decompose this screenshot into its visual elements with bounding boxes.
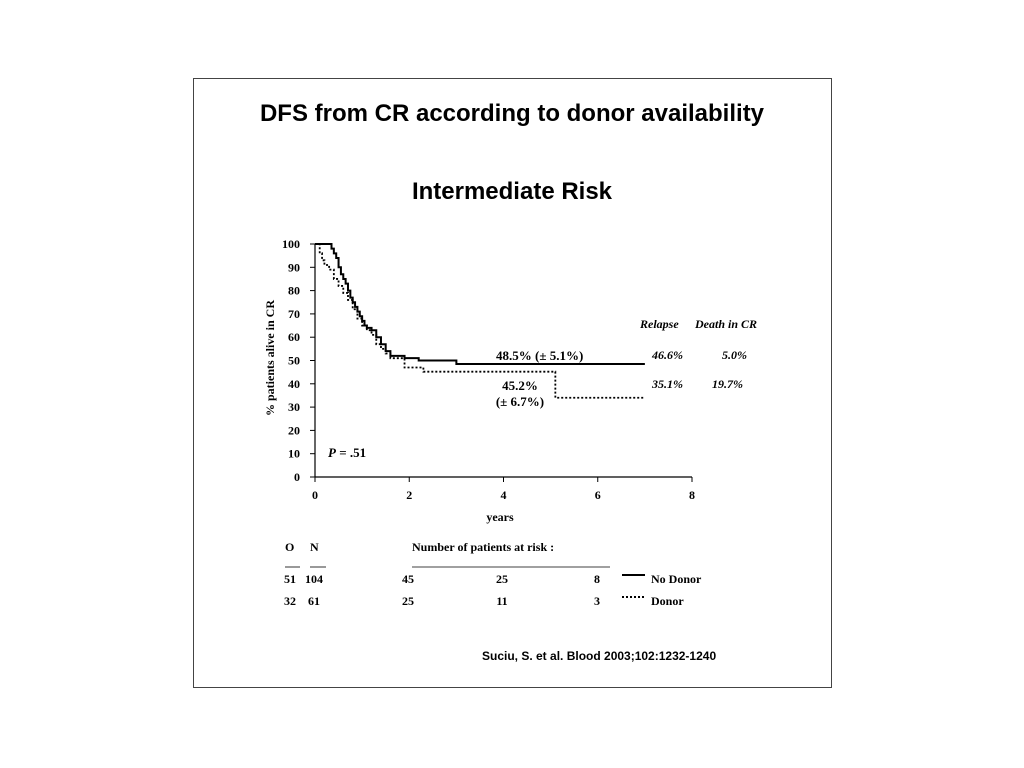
x-tick-label: 4	[501, 488, 507, 502]
y-tick-label: 100	[282, 237, 300, 251]
chart-axes	[310, 243, 693, 482]
no-donor-risk-2: 45	[402, 572, 414, 586]
y-tick-label: 60	[288, 330, 300, 344]
y-tick-label: 20	[288, 423, 300, 437]
y-tick-label: 70	[288, 307, 300, 321]
x-tick-label: 6	[595, 488, 601, 502]
y-tick-label: 80	[288, 284, 300, 298]
p-value-label: P	[328, 445, 337, 460]
risk-table-header: Number of patients at risk :	[412, 540, 554, 554]
donor-n: 61	[308, 594, 320, 608]
y-tick-label: 40	[288, 377, 300, 391]
y-tick-label: 0	[294, 470, 300, 484]
x-axis-label: years	[486, 510, 514, 524]
no-donor-o: 51	[284, 572, 296, 586]
donor-risk-4: 11	[496, 594, 507, 608]
no-donor-relapse: 46.6%	[651, 348, 683, 362]
donor-o: 32	[284, 594, 296, 608]
donor-relapse: 35.1%	[651, 377, 683, 391]
no-donor-n: 104	[305, 572, 323, 586]
chart-curves	[315, 243, 645, 399]
p-value-text: = .51	[336, 445, 366, 460]
x-tick-label: 8	[689, 488, 695, 502]
x-tick-label: 2	[406, 488, 412, 502]
slide-title: DFS from CR according to donor availabil…	[259, 100, 765, 127]
y-tick-label: 30	[288, 400, 300, 414]
no-donor-estimate-label: 48.5% (± 5.1%)	[496, 348, 583, 363]
donor-curve	[315, 243, 645, 399]
donor-risk-6: 3	[594, 594, 600, 608]
no-donor-risk-4: 25	[496, 572, 508, 586]
x-tick-labels: 0 2 4 6 8	[312, 488, 695, 502]
slide-subtitle: Intermediate Risk	[411, 178, 613, 205]
y-tick-label: 90	[288, 260, 300, 274]
death-header: Death in CR	[694, 317, 757, 331]
donor-estimate-label-1: 45.2%	[502, 378, 538, 393]
risk-col-o: O	[285, 540, 294, 554]
no-donor-curve	[315, 243, 645, 365]
donor-risk-2: 25	[402, 594, 414, 608]
no-donor-risk-6: 8	[594, 572, 600, 586]
x-tick-label: 0	[312, 488, 318, 502]
relapse-header: Relapse	[639, 317, 679, 331]
y-tick-label: 50	[288, 354, 300, 368]
y-axis-label: % patients alive in CR	[263, 300, 277, 416]
y-tick-label: 10	[288, 447, 300, 461]
legend-no-donor-label: No Donor	[651, 572, 702, 586]
donor-estimate-label-2: (± 6.7%)	[496, 394, 544, 409]
risk-col-n: N	[310, 540, 319, 554]
citation: Suciu, S. et al. Blood 2003;102:1232-124…	[482, 649, 717, 663]
donor-death: 19.7%	[712, 377, 743, 391]
no-donor-death: 5.0%	[722, 348, 747, 362]
slide-frame	[193, 78, 832, 688]
y-tick-labels: 0 10 20 30 40 50 60 70 80 90 100	[282, 237, 300, 484]
p-value: P = .51	[328, 445, 366, 460]
legend-donor-label: Donor	[651, 594, 684, 608]
